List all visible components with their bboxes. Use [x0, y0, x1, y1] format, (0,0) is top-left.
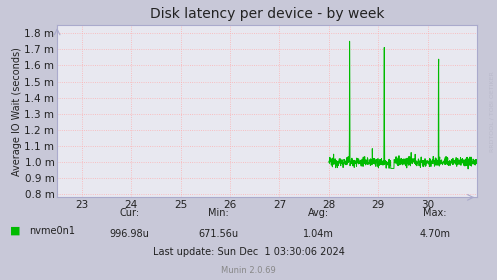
Text: 1.04m: 1.04m — [303, 228, 333, 239]
Title: Disk latency per device - by week: Disk latency per device - by week — [150, 7, 384, 21]
Text: 4.70m: 4.70m — [419, 228, 450, 239]
Text: Munin 2.0.69: Munin 2.0.69 — [221, 266, 276, 275]
Text: Min:: Min: — [208, 207, 229, 218]
Text: Max:: Max: — [423, 207, 447, 218]
Text: Avg:: Avg: — [308, 207, 329, 218]
Text: 996.98u: 996.98u — [109, 228, 149, 239]
Text: ■: ■ — [10, 226, 20, 236]
Text: Cur:: Cur: — [119, 207, 139, 218]
Text: Last update: Sun Dec  1 03:30:06 2024: Last update: Sun Dec 1 03:30:06 2024 — [153, 247, 344, 257]
Text: nvme0n1: nvme0n1 — [29, 226, 75, 236]
Text: 671.56u: 671.56u — [199, 228, 239, 239]
Y-axis label: Average IO Wait (seconds): Average IO Wait (seconds) — [11, 47, 21, 176]
Text: RRDTOOL / TOBI OETIKER: RRDTOOL / TOBI OETIKER — [490, 72, 495, 152]
